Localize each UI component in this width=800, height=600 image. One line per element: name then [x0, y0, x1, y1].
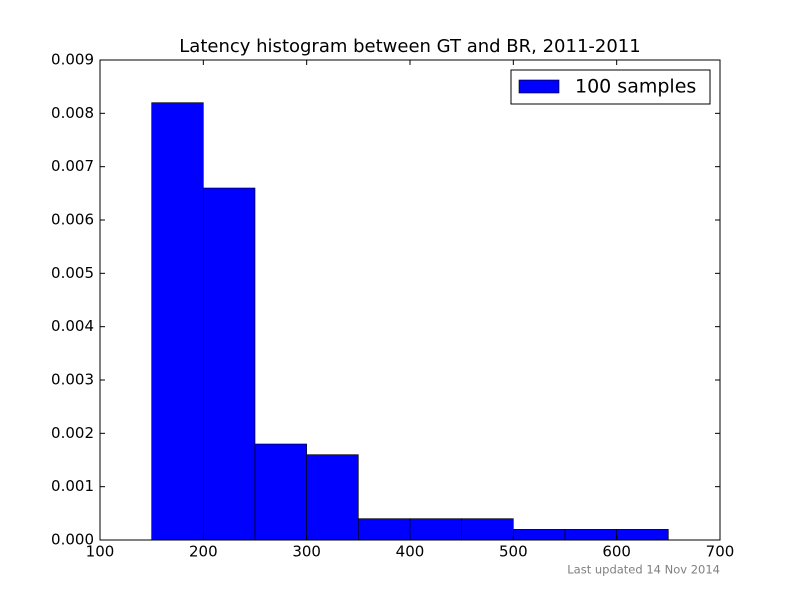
y-tick-label: 0.003 [51, 371, 94, 389]
bar [203, 187, 256, 541]
y-tick-label: 0.004 [51, 317, 94, 335]
bar [254, 443, 307, 541]
y-tick-label: 0.001 [51, 477, 94, 495]
x-tick-label: 500 [499, 543, 528, 561]
bar [409, 518, 462, 541]
x-tick-label: 100 [86, 543, 115, 561]
y-tick-label: 0.008 [51, 104, 94, 122]
update-note: Last updated 14 Nov 2014 [567, 563, 720, 577]
bar [306, 454, 359, 541]
y-tick-label: 0.002 [51, 424, 94, 442]
bar [564, 529, 617, 541]
legend-label: 100 samples [575, 76, 696, 98]
legend-swatch [518, 79, 560, 94]
y-tick-label: 0.009 [51, 51, 94, 69]
x-tick-label: 400 [396, 543, 425, 561]
x-tick-label: 200 [189, 543, 218, 561]
bar [616, 529, 669, 541]
bar [358, 518, 411, 541]
x-tick-label: 300 [292, 543, 321, 561]
x-tick-label: 600 [602, 543, 631, 561]
y-tick-label: 0.000 [51, 531, 94, 549]
y-tick-label: 0.005 [51, 264, 94, 282]
chart-title: Latency histogram between GT and BR, 201… [179, 36, 640, 57]
y-tick-label: 0.006 [51, 211, 94, 229]
bar [461, 518, 514, 541]
y-tick-label: 0.007 [51, 157, 94, 175]
bar [513, 529, 566, 541]
bar [151, 102, 204, 541]
x-tick-label: 700 [706, 543, 735, 561]
